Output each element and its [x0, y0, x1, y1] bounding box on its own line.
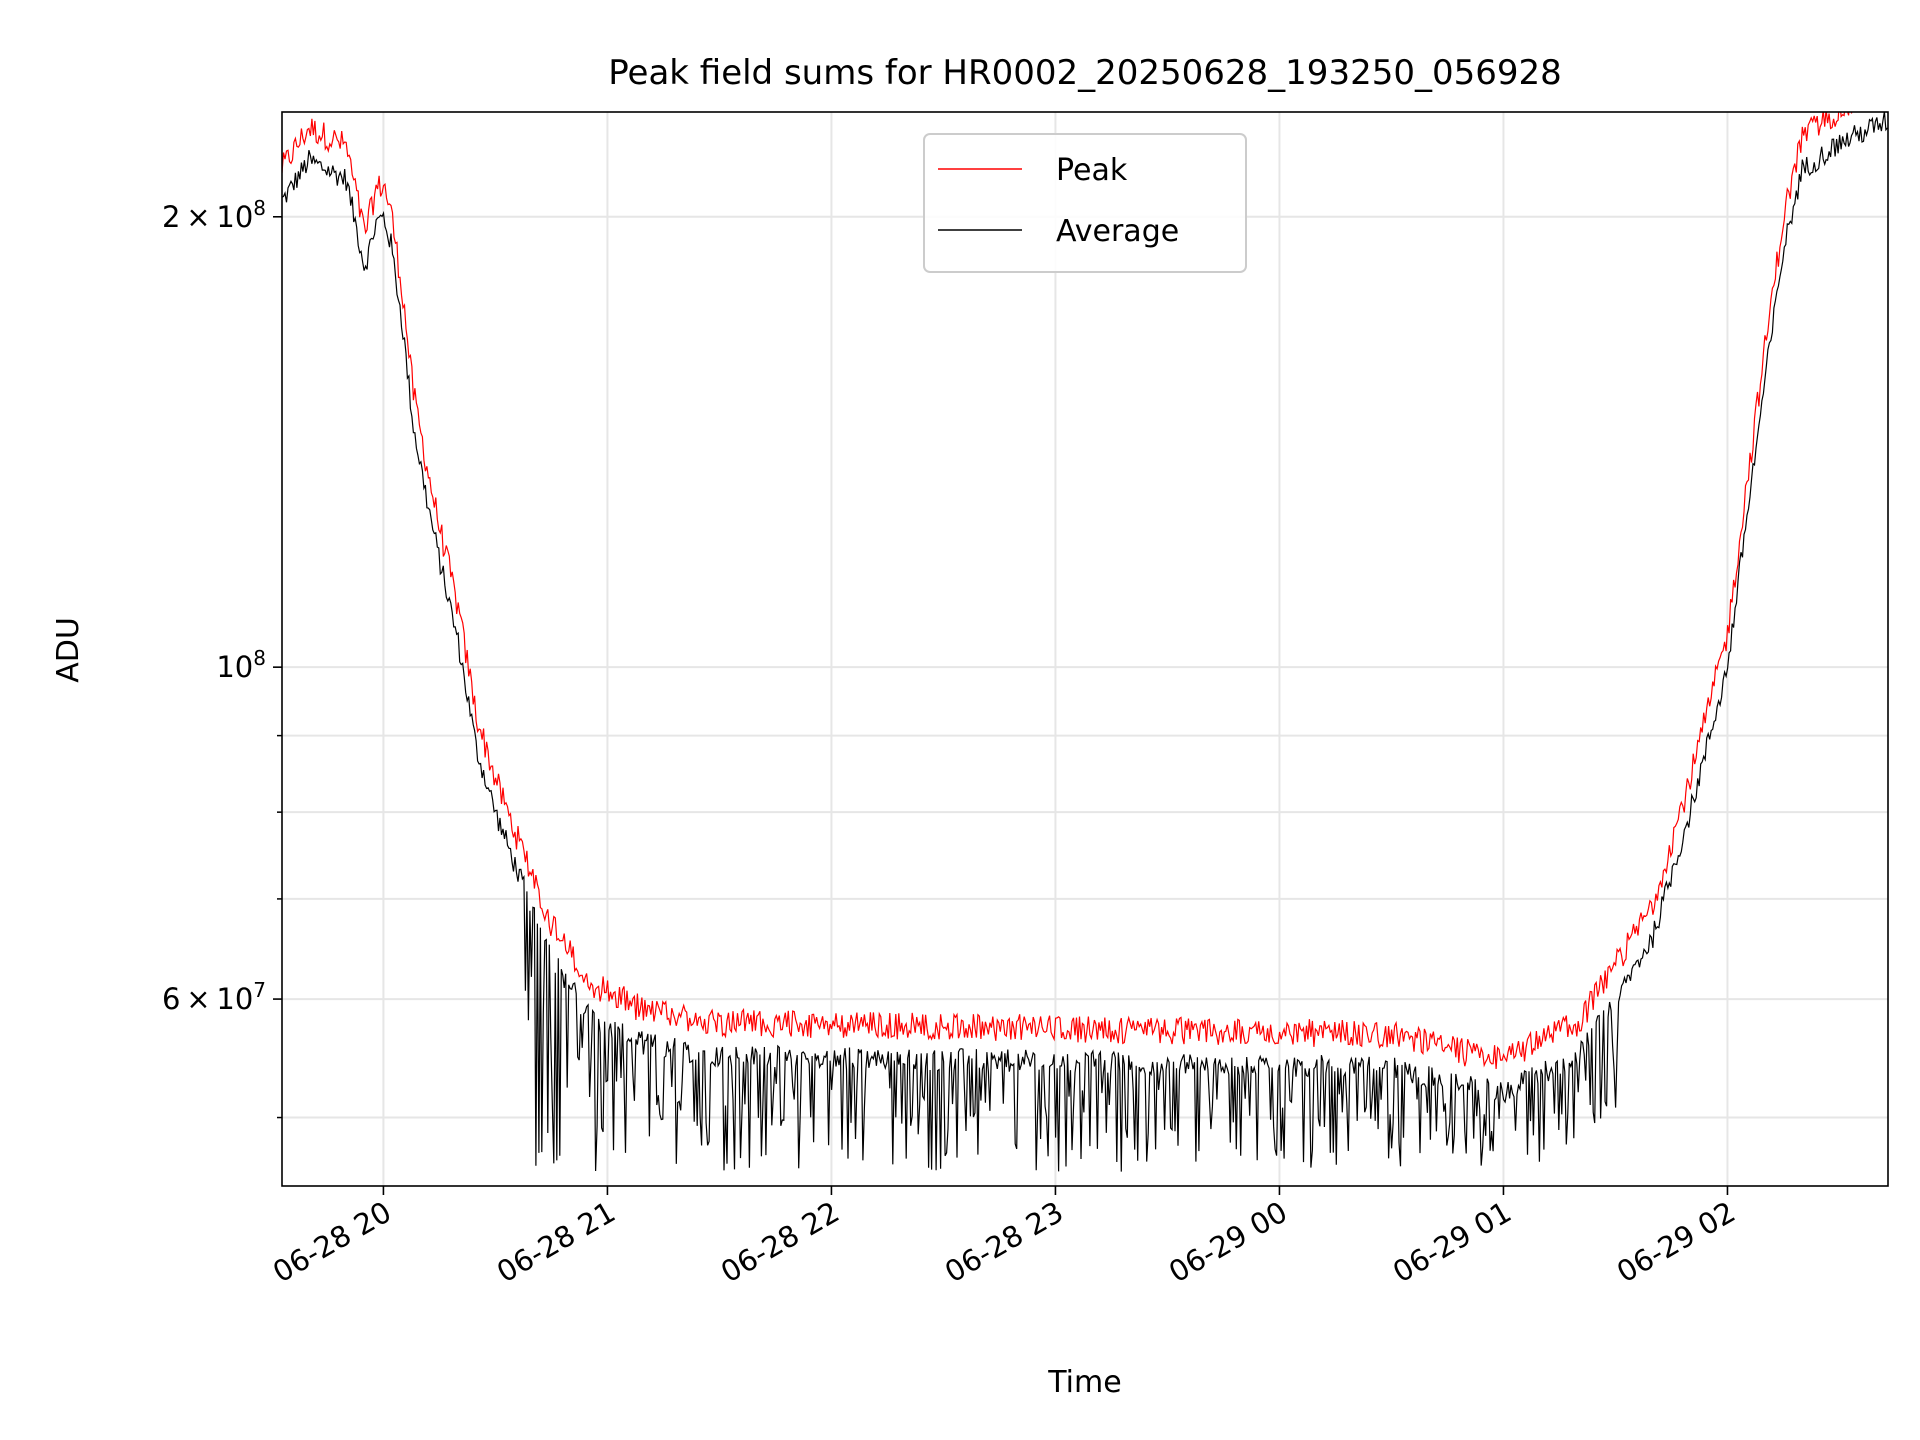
- chart-title: Peak field sums for HR0002_20250628_1932…: [608, 53, 1562, 93]
- y-axis-label: ADU: [51, 617, 86, 683]
- y-tick-label: 108: [216, 646, 266, 684]
- legend-label-peak: Peak: [1056, 153, 1128, 188]
- plot-frame: [281, 111, 1889, 1187]
- series-line-average: [282, 112, 1888, 1172]
- x-axis-label: Time: [1047, 1365, 1121, 1400]
- legend: Peak Average: [923, 133, 1247, 273]
- y-tick-label: 6 × 107: [162, 978, 266, 1016]
- y-tick-label: 2 × 108: [162, 196, 266, 234]
- series-line-peak: [282, 112, 1853, 1070]
- y-axis: 6 × 107 108 2 × 108: [162, 196, 282, 1119]
- legend-label-average: Average: [1056, 214, 1179, 249]
